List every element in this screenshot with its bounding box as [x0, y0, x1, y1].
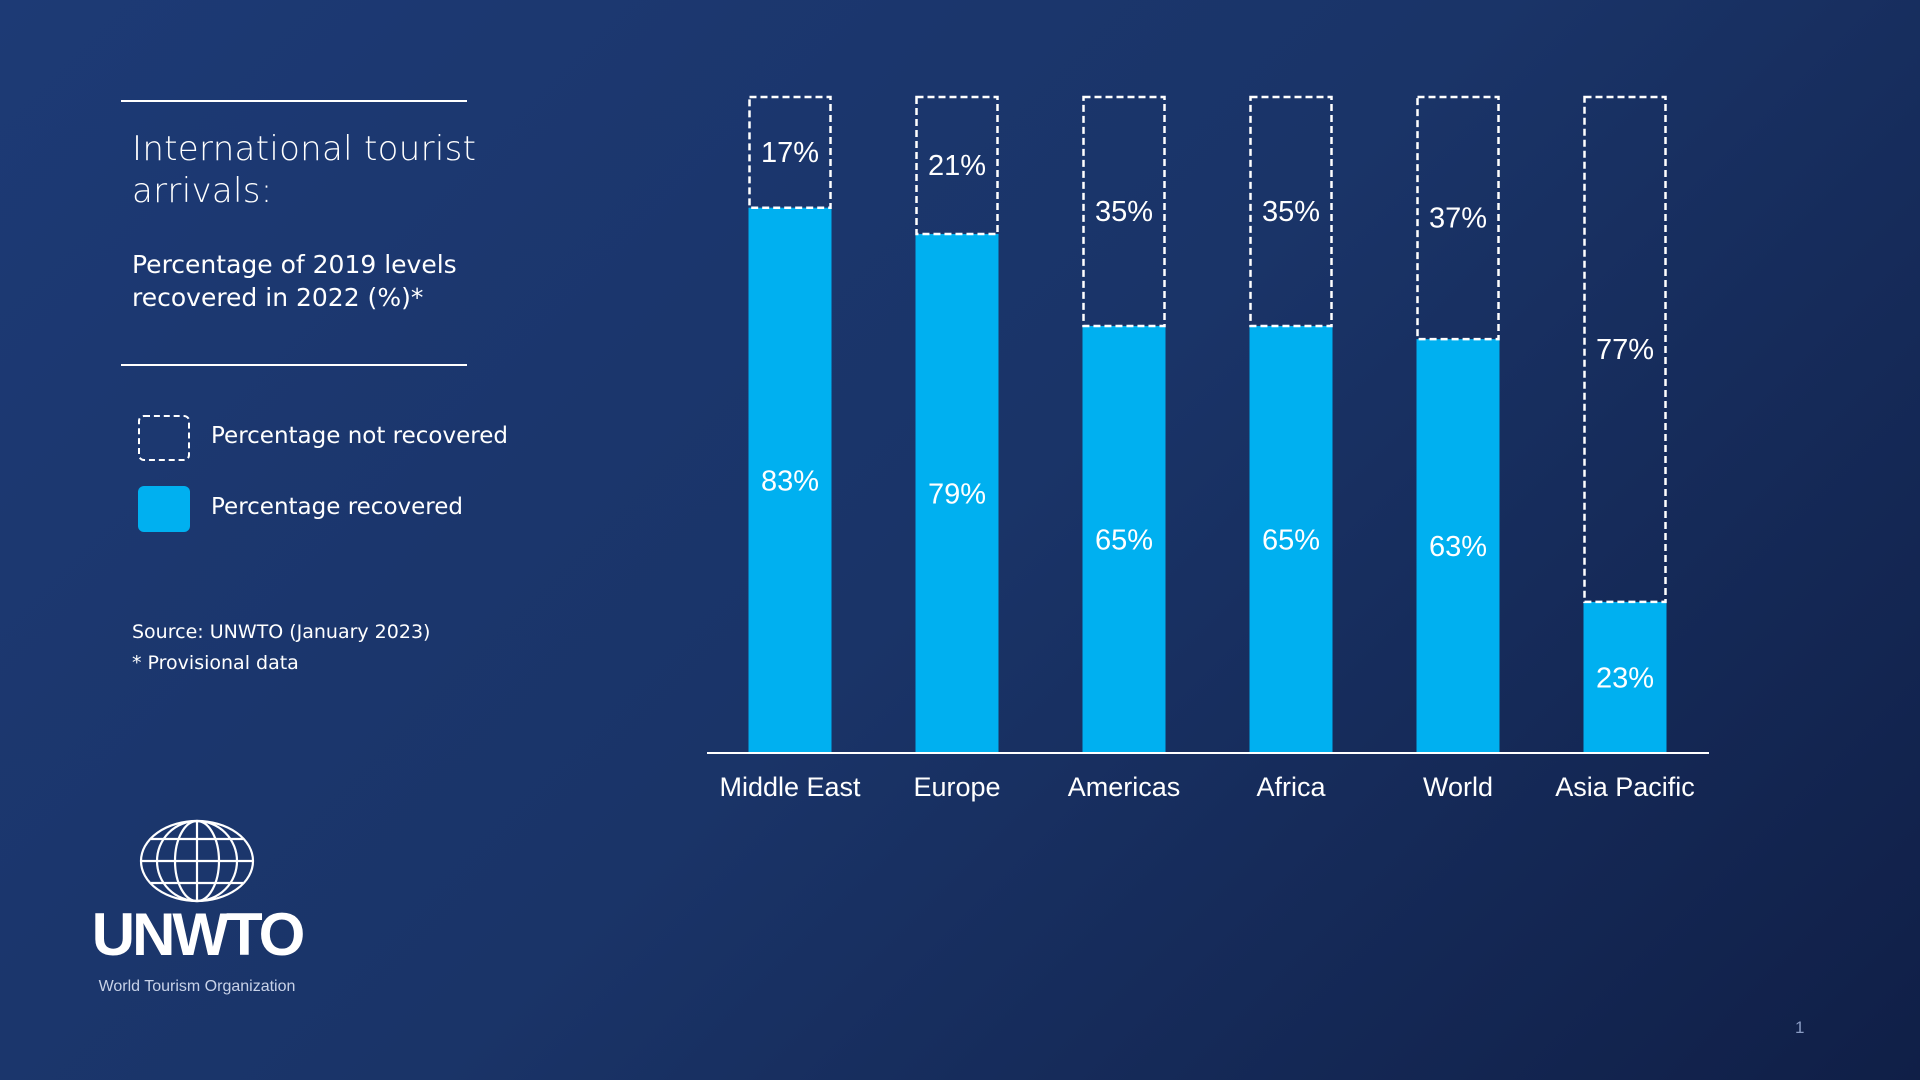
category-label: Asia Pacific: [1555, 772, 1695, 802]
top-rule: [121, 100, 467, 102]
bar-not-recovered: [1416, 95, 1500, 341]
data-label-not-recovered: 21%: [928, 150, 986, 182]
page-number: 1: [1795, 1018, 1805, 1037]
legend-label-recovered: Percentage recovered: [211, 494, 463, 520]
category-label: Americas: [1068, 772, 1181, 802]
source-text: Source: UNWTO (January 2023): [132, 621, 431, 643]
data-label-recovered: 65%: [1262, 524, 1320, 556]
unwto-logo: UNWTO World Tourism Organization: [95, 819, 305, 995]
bar-recovered: [1583, 601, 1667, 753]
bar-recovered: [1416, 339, 1500, 753]
data-label-not-recovered: 17%: [761, 137, 819, 169]
data-label-not-recovered: 35%: [1095, 196, 1153, 228]
chart-title: International tourist arrivals:: [132, 129, 477, 211]
legend-swatch-not-recovered: [138, 415, 190, 461]
legend-swatch-recovered: [138, 486, 190, 532]
legend-label-not-recovered: Percentage not recovered: [211, 423, 508, 449]
category-label: Middle East: [719, 772, 861, 802]
category-label: World: [1423, 772, 1493, 802]
bar-recovered: [1249, 325, 1333, 753]
category-label: Africa: [1256, 772, 1326, 802]
bar-not-recovered: [915, 95, 999, 236]
data-label-recovered: 79%: [928, 478, 986, 510]
data-label-recovered: 83%: [761, 465, 819, 497]
data-label-not-recovered: 35%: [1262, 196, 1320, 228]
bar-recovered: [748, 207, 832, 753]
data-label-recovered: 23%: [1596, 662, 1654, 694]
bar-recovered: [915, 233, 999, 754]
data-label-recovered: 63%: [1429, 531, 1487, 563]
logo-tagline: World Tourism Organization: [99, 978, 296, 995]
bar-recovered: [1082, 325, 1166, 753]
provisional-note: * Provisional data: [132, 652, 299, 674]
chart-subtitle: Percentage of 2019 levels recovered in 2…: [132, 250, 457, 312]
category-label: Europe: [913, 772, 1000, 802]
bottom-rule: [121, 364, 467, 366]
logo-wordmark: UNWTO: [95, 901, 304, 968]
data-label-not-recovered: 77%: [1596, 334, 1654, 366]
bar-not-recovered: [1583, 95, 1667, 604]
globe-icon: [139, 819, 255, 903]
bar-not-recovered: [748, 95, 832, 209]
data-label-not-recovered: 37%: [1429, 203, 1487, 235]
data-label-recovered: 65%: [1095, 524, 1153, 556]
